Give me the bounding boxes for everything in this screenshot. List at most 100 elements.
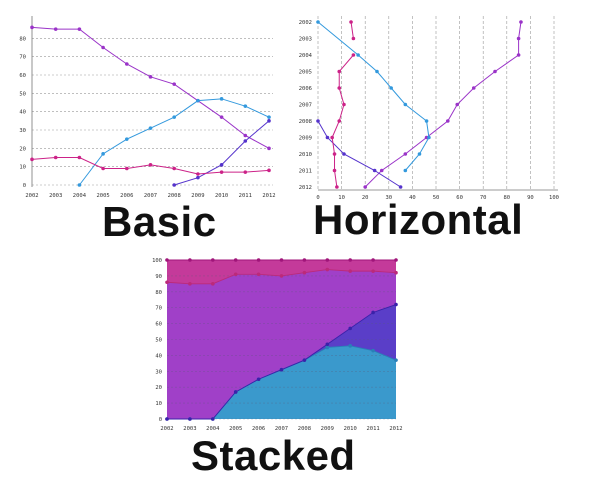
basic-x-tick: 2012 <box>262 193 275 199</box>
basic-y-tick: 10 <box>19 165 26 171</box>
stacked-caption: Stacked <box>191 432 356 479</box>
stacked-data-point <box>279 367 284 372</box>
horizontal-data-point <box>337 119 342 123</box>
basic-x-tick: 2002 <box>25 193 38 199</box>
stacked-data-point <box>394 270 398 275</box>
horizontal-data-point <box>351 53 356 57</box>
basic-y-tick: 20 <box>19 146 26 152</box>
horizontal-data-point <box>446 119 450 123</box>
horizontal-caption: Horizontal <box>313 196 524 243</box>
stacked-data-point <box>256 258 261 262</box>
basic-data-point <box>243 139 248 143</box>
stacked-y-tick: 0 <box>159 417 162 423</box>
horizontal-plot-background <box>296 14 566 206</box>
basic-data-point <box>53 155 58 160</box>
horizontal-y-tick: 2007 <box>299 103 312 109</box>
basic-data-point <box>219 97 224 101</box>
stacked-data-point <box>188 417 192 421</box>
stacked-x-tick: 2007 <box>275 426 288 432</box>
basic-data-point <box>219 170 224 174</box>
basic-data-point <box>196 98 200 103</box>
stacked-data-point <box>165 280 169 285</box>
horizontal-x-tick: 40 <box>409 195 416 201</box>
basic-data-point <box>101 152 105 156</box>
basic-data-point <box>30 157 34 162</box>
stacked-x-tick: 2002 <box>160 426 173 432</box>
horizontal-data-point <box>342 152 346 156</box>
horizontal-data-point <box>316 119 320 123</box>
stacked-data-point <box>256 377 261 382</box>
basic-data-point <box>196 175 200 180</box>
basic-data-point <box>172 115 176 119</box>
basic-y-tick: 50 <box>19 91 26 97</box>
basic-y-tick: 70 <box>19 55 26 61</box>
stacked-data-point <box>325 258 330 262</box>
stacked-data-point <box>211 258 215 262</box>
horizontal-x-tick: 60 <box>456 195 463 201</box>
horizontal-x-tick: 10 <box>338 195 345 201</box>
horizontal-x-tick: 20 <box>362 195 369 201</box>
horizontal-x-tick: 90 <box>527 195 534 201</box>
basic-x-tick: 2005 <box>96 193 109 199</box>
horizontal-data-point <box>330 135 334 140</box>
stacked-y-tick: 20 <box>155 385 162 391</box>
basic-x-tick: 2004 <box>73 193 87 199</box>
horizontal-y-tick: 2005 <box>299 70 312 76</box>
stacked-data-point <box>371 348 375 353</box>
basic-x-tick: 2011 <box>239 193 252 199</box>
stacked-chart: 0 10 20 30 40 50 60 70 80 90 100 2002 2003 2004 2005 20… <box>150 252 406 440</box>
stacked-area-band <box>167 269 396 419</box>
horizontal-data-point <box>356 53 360 57</box>
stacked-data-point <box>394 258 398 262</box>
basic-x-tick: 2010 <box>215 193 228 199</box>
basic-data-point <box>243 170 248 174</box>
stacked-data-point <box>325 345 330 350</box>
horizontal-x-tick: 50 <box>433 195 440 201</box>
horizontal-x-tick: 80 <box>503 195 510 201</box>
stacked-y-tick: 100 <box>152 258 162 264</box>
horizontal-data-point <box>349 20 353 24</box>
basic-data-point <box>125 62 129 66</box>
horizontal-data-point <box>379 168 384 173</box>
stacked-x-tick: 2011 <box>366 426 379 432</box>
stacked-y-tick: 80 <box>155 290 162 296</box>
basic-x-tick: 2006 <box>120 193 133 199</box>
horizontal-y-tick: 2004 <box>299 53 313 59</box>
stacked-data-point <box>233 272 238 277</box>
stacked-x-tick: 2005 <box>229 426 242 432</box>
basic-data-point <box>267 115 271 119</box>
basic-y-tick: 0 <box>23 183 26 189</box>
stacked-data-point <box>371 269 375 273</box>
stacked-y-tick: 40 <box>155 353 162 359</box>
stacked-data-point <box>325 267 330 272</box>
basic-data-point <box>172 166 176 171</box>
horizontal-data-point <box>519 20 523 24</box>
stacked-y-tick: 30 <box>155 369 162 375</box>
horizontal-data-point <box>335 185 339 189</box>
horizontal-y-tick: 2009 <box>299 136 312 142</box>
stacked-data-point <box>348 344 353 348</box>
basic-y-tick: 30 <box>19 128 26 134</box>
horizontal-data-point <box>455 102 460 107</box>
stacked-data-point <box>302 270 307 275</box>
basic-data-point <box>125 166 129 171</box>
stacked-x-tick: 2012 <box>389 426 402 432</box>
basic-x-tick: 2003 <box>49 193 62 199</box>
horizontal-x-tick: 100 <box>549 195 559 201</box>
basic-data-point <box>101 45 105 50</box>
horizontal-data-point <box>363 185 368 189</box>
stacked-y-tick: 60 <box>155 322 162 328</box>
basic-plot-background <box>26 16 276 204</box>
basic-x-tick: 2007 <box>144 193 157 199</box>
horizontal-data-point <box>516 53 521 57</box>
stacked-data-point <box>348 269 353 273</box>
stacked-data-point <box>279 258 284 262</box>
stacked-x-tick: 2010 <box>344 426 357 432</box>
horizontal-data-point <box>375 69 379 74</box>
horizontal-data-point <box>427 135 431 140</box>
basic-data-point <box>243 104 248 108</box>
horizontal-data-point <box>325 135 330 140</box>
stacked-x-tick: 2003 <box>183 426 196 432</box>
horizontal-y-tick: 2012 <box>299 185 312 191</box>
